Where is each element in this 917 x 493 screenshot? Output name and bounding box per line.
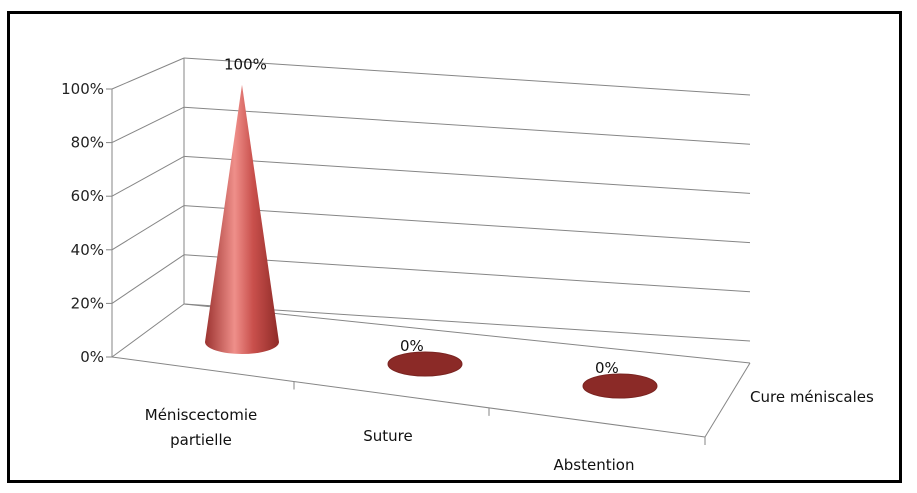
y-tick-label: 20% bbox=[71, 294, 104, 312]
data-label: 0% bbox=[400, 337, 424, 355]
cone-base-2 bbox=[582, 373, 658, 399]
x-category-label: Abstention bbox=[554, 456, 635, 474]
y-tick-label: 60% bbox=[71, 187, 104, 205]
wall-gridline-2 bbox=[111, 205, 185, 251]
x-category-label: Suture bbox=[363, 427, 412, 445]
cone-base-1 bbox=[387, 351, 463, 377]
x-axis-line bbox=[111, 356, 706, 438]
wall-gridline-5 bbox=[111, 57, 185, 90]
wall-gridline-3 bbox=[111, 155, 185, 197]
y-tick-label: 40% bbox=[71, 241, 104, 259]
gridline-3 bbox=[183, 155, 751, 194]
x-category-label: partielle bbox=[170, 431, 232, 449]
y-tick-label: 80% bbox=[71, 134, 104, 152]
x-category-label: Méniscectomie bbox=[145, 406, 257, 424]
depth-axis-label: Cure méniscales bbox=[750, 388, 874, 406]
depth-axis-line bbox=[704, 362, 751, 438]
gridline-5 bbox=[183, 57, 751, 96]
gridline-4 bbox=[183, 106, 751, 145]
gridline-0 bbox=[183, 303, 751, 342]
data-label: 100% bbox=[224, 56, 267, 74]
wall-gridline-0 bbox=[111, 303, 185, 358]
y-tick-label: 100% bbox=[61, 80, 104, 98]
y-tick-label: 0% bbox=[80, 348, 104, 366]
gridline-1 bbox=[183, 254, 751, 293]
chart-frame bbox=[7, 11, 902, 483]
data-label: 0% bbox=[595, 359, 619, 377]
floor-back-edge bbox=[183, 303, 751, 364]
gridline-2 bbox=[183, 205, 751, 244]
wall-gridline-1 bbox=[111, 254, 185, 304]
cone-bar-0 bbox=[205, 84, 279, 354]
wall-gridline-4 bbox=[111, 106, 185, 144]
